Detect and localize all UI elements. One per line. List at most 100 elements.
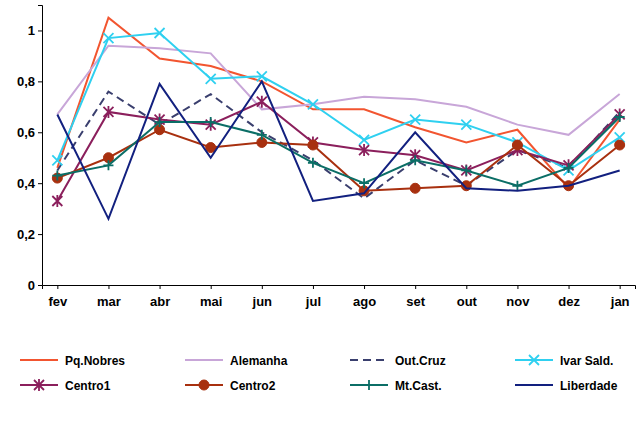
series-line — [57, 117, 619, 186]
legend-item: Alemanha — [185, 354, 288, 368]
y-tick-label: 1 — [28, 23, 35, 38]
x-tick-mark — [211, 285, 212, 289]
x-tick-label: set — [406, 294, 425, 309]
series-marker — [52, 171, 62, 181]
series-marker — [359, 178, 369, 188]
x-tick: fev — [48, 285, 68, 309]
series — [57, 92, 619, 199]
series-marker — [155, 117, 165, 127]
y-tick: 0 — [28, 278, 42, 293]
x-tick-mark — [415, 285, 416, 289]
y-tick-label: 0 — [28, 278, 35, 293]
chart: 0 0,2 0,4 0,6 0,8 1 fev mar abr mai jun jul ago set ou… — [0, 0, 643, 430]
series-marker — [308, 158, 318, 168]
series-marker — [257, 130, 267, 140]
series-marker — [206, 74, 216, 84]
y-axis-line — [38, 6, 43, 286]
x-tick: jan — [610, 285, 630, 309]
x-tick-label: dez — [558, 294, 580, 309]
series-line — [57, 130, 619, 191]
legend-marker — [364, 380, 374, 390]
series-marker — [615, 112, 625, 122]
y-tick-mark — [38, 81, 42, 82]
series — [52, 112, 624, 191]
x-tick-label: jun — [252, 294, 273, 309]
x-tick-mark — [364, 285, 365, 289]
x-tick-label: abr — [150, 294, 170, 309]
series-line — [57, 92, 619, 199]
series — [57, 81, 619, 218]
x-tick: out — [457, 285, 478, 309]
y-tick-mark — [38, 30, 42, 31]
y-tick: 0,6 — [17, 125, 42, 140]
plot-area — [52, 18, 624, 219]
x-tick-mark — [466, 285, 467, 289]
series-marker — [257, 96, 267, 108]
series-marker — [359, 144, 369, 156]
y-tick: 0,4 — [17, 176, 42, 191]
x-tick-label: nov — [506, 294, 530, 309]
series-marker — [52, 195, 62, 207]
x-tick-label: fev — [48, 294, 68, 309]
y-tick-label: 0,8 — [17, 74, 35, 89]
legend-swatch — [350, 359, 388, 361]
series-marker — [103, 106, 113, 118]
series-marker — [308, 140, 318, 150]
series-marker — [461, 120, 471, 130]
series-marker — [52, 155, 62, 165]
x-axis-line — [43, 286, 636, 290]
series-marker — [206, 117, 216, 127]
x-tick-mark — [57, 285, 58, 289]
series-marker — [103, 33, 113, 43]
legend-label: Out.Cruz — [395, 354, 446, 368]
legend-item: Liberdade — [515, 379, 618, 393]
x-tick-label: ago — [353, 294, 376, 309]
series-line — [57, 33, 619, 170]
x-tick-label: out — [457, 294, 478, 309]
x-tick-label: mai — [200, 294, 222, 309]
legend-marker — [529, 355, 539, 365]
legend-swatch — [185, 359, 223, 361]
series-marker — [564, 163, 574, 173]
legend-marker — [199, 380, 209, 390]
x-tick: mai — [200, 285, 222, 309]
x-axis: fev mar abr mai jun jul ago set out nov dez jan — [43, 285, 636, 309]
legend-label: Centro2 — [230, 379, 276, 393]
series-marker — [359, 135, 369, 145]
x-tick: abr — [150, 285, 170, 309]
series-line — [57, 102, 619, 201]
series — [52, 28, 624, 175]
series — [57, 18, 619, 189]
series-marker — [155, 28, 165, 38]
legend-label: Liberdade — [560, 379, 618, 393]
series-marker — [308, 99, 318, 109]
y-tick-label: 0,4 — [17, 176, 36, 191]
y-tick-mark — [38, 132, 42, 133]
series-marker — [512, 181, 522, 191]
legend-swatch — [20, 359, 58, 361]
series-marker — [103, 160, 113, 170]
legend-item: Out.Cruz — [350, 354, 446, 368]
legend-marker — [34, 379, 44, 391]
series-line — [57, 81, 619, 218]
x-tick: set — [406, 285, 425, 309]
y-tick-mark — [38, 285, 42, 286]
x-tick-mark — [313, 285, 314, 289]
legend-label: Centro1 — [65, 379, 111, 393]
y-tick-label: 0,2 — [17, 227, 35, 242]
x-tick-label: jul — [305, 294, 321, 309]
x-tick: ago — [353, 285, 376, 309]
series-marker — [410, 115, 420, 125]
legend-swatch — [515, 384, 553, 386]
y-tick-label: 0,6 — [17, 125, 35, 140]
x-tick-mark — [262, 285, 263, 289]
series-marker — [410, 183, 420, 193]
legend-item: Ivar Sald. — [515, 354, 613, 368]
legend-label: Alemanha — [230, 354, 288, 368]
x-tick: mar — [97, 285, 121, 309]
x-tick-mark — [569, 285, 570, 289]
y-tick-mark — [38, 234, 42, 235]
x-tick-label: jan — [610, 294, 630, 309]
y-tick: 0,2 — [17, 227, 42, 242]
x-tick-mark — [517, 285, 518, 289]
